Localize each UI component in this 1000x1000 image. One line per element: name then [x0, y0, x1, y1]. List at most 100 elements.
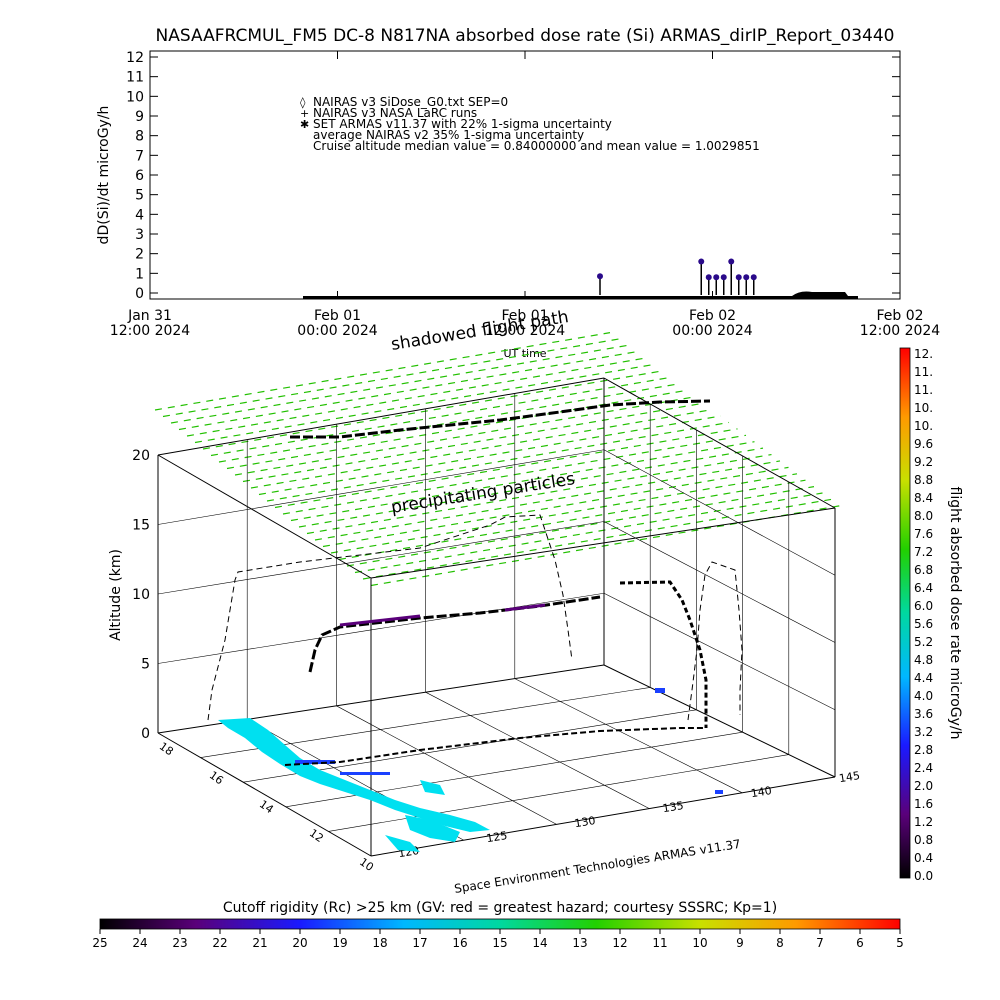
x-tick-label-time: 12:00 2024 — [110, 323, 191, 339]
colorbar-tick-label: 3.6 — [914, 707, 933, 721]
rigidity-tick-label: 15 — [492, 936, 507, 950]
legend-entry: NAIRAS v3 SiDose_G0.txt SEP=0 — [313, 95, 508, 109]
colorbar-tick-label: 0.8 — [914, 833, 933, 847]
rigidity-tick-label: 12 — [612, 936, 627, 950]
x-tick-label-date: Feb 01 — [314, 308, 361, 324]
precipitating-particles-label: precipitating particles — [390, 469, 577, 518]
particle-row — [314, 460, 781, 541]
armas-point — [750, 274, 757, 281]
y-tick-label: 4 — [135, 207, 144, 223]
y-tick-label: 12 — [126, 50, 144, 66]
altitude-axis-label: Altitude (km) — [108, 549, 124, 641]
colorbar-tick-label: 5.2 — [914, 635, 933, 649]
legend-entry: Cruise altitude median value = 0.8400000… — [313, 139, 760, 153]
colorbar-tick-label: 9.6 — [914, 437, 933, 451]
y-tick-label: 10 — [126, 89, 144, 105]
particle-row — [298, 447, 764, 528]
rigidity-tick-label: 25 — [92, 936, 107, 950]
latitude-tick-label: 14 — [257, 798, 276, 817]
particle-row — [266, 421, 730, 502]
y-tick-label: 1 — [135, 266, 144, 282]
dose-colorbar: 0.0 0.4 0.8 1.2 1.6 2.0 2.4 2.8 3.2 3.6 4.0 4.4 4.8 5… — [899, 347, 963, 883]
altitude-flight-track — [290, 399, 711, 728]
legend: ◊ NAIRAS v3 SiDose_G0.txt SEP=0 + NAIRAS v3… — [300, 95, 760, 153]
armas-series — [597, 258, 757, 295]
legend-entry: average NAIRAS v2 35% 1-sigma uncertaint… — [313, 128, 584, 142]
rigidity-tick-label: 19 — [332, 936, 347, 950]
x-tick-label-date: Feb 01 — [501, 308, 548, 324]
ground-dose-patches — [218, 718, 490, 852]
y-tick-label: 11 — [126, 70, 144, 86]
altitude-ticks: 0 5 10 15 20 — [132, 448, 150, 742]
y-tick-label: 8 — [135, 129, 144, 145]
figure-title: NASAAFRCMUL_FM5 DC-8 N817NA absorbed dos… — [156, 26, 895, 46]
ground-track-blue — [295, 688, 723, 794]
armas-point — [743, 274, 750, 281]
rigidity-tick-label: 17 — [412, 936, 427, 950]
dose-baseline-series — [303, 296, 858, 299]
colorbar-tick-label: 7.2 — [914, 545, 933, 559]
plot-frame — [149, 50, 901, 300]
shadow-flight-path — [207, 514, 743, 721]
legend-entry: NAIRAS v3 NASA LaRC runs — [313, 106, 477, 120]
armas-point — [735, 274, 742, 281]
colorbar-tick-label: 8.8 — [914, 473, 933, 487]
colorbar-tick-label: 7.6 — [914, 527, 933, 541]
latitude-tick-label: 16 — [207, 769, 226, 788]
rigidity-label: Cutoff rigidity (Rc) >25 km (GV: red = g… — [223, 900, 777, 916]
x-tick-label-date: Feb 02 — [689, 308, 736, 324]
altitude-tick-label: 5 — [141, 657, 150, 673]
colorbar-tick-label: 11. — [914, 383, 933, 397]
longitude-tick-label: 145 — [838, 769, 861, 785]
y-tick-label: 6 — [135, 168, 144, 184]
rigidity-tick-label: 9 — [736, 936, 744, 950]
rigidity-tick-label: 24 — [132, 936, 147, 950]
rigidity-tick-label: 6 — [856, 936, 864, 950]
rigidity-tick-label: 11 — [652, 936, 667, 950]
y-axis-label: dD(Si)/dt microGy/h — [96, 106, 112, 245]
rigidity-tick-label: 14 — [532, 936, 547, 950]
altitude-tick-label: 10 — [132, 587, 150, 603]
colorbar-tick-label: 2.8 — [914, 743, 933, 757]
rigidity-gradient — [99, 918, 901, 930]
colorbar-tick-label: 6.0 — [914, 599, 933, 613]
longitude-tick-label: 135 — [662, 799, 685, 815]
rigidity-tick-label: 10 — [692, 936, 707, 950]
rigidity-tick-label: 7 — [816, 936, 824, 950]
latitude-tick-label: 10 — [357, 855, 376, 874]
armas-point — [597, 273, 603, 280]
particle-row — [154, 332, 611, 411]
x-tick-label-time: 12:00 2024 — [485, 323, 566, 339]
rigidity-tick-label: 5 — [896, 936, 904, 950]
latitude-tick-label: 12 — [307, 826, 326, 845]
credit-label: Space Environment Technologies ARMAS v11… — [453, 837, 741, 896]
latitude-ticks: 10 12 14 16 18 — [157, 740, 376, 874]
rigidity-tick-label: 13 — [572, 936, 587, 950]
altitude-tick-label: 15 — [132, 518, 150, 534]
particle-row — [322, 466, 789, 548]
particle-row — [178, 351, 636, 431]
legend-entry: SET ARMAS v11.37 with 22% 1-sigma uncert… — [313, 117, 612, 131]
particle-row — [354, 492, 823, 574]
armas-point — [720, 274, 727, 281]
colorbar-tick-label: 1.6 — [914, 797, 933, 811]
rigidity-ticks: 25 24 23 22 21 20 19 18 17 16 15 14 13 12 11 10 9 8 7 6 5 — [92, 929, 904, 950]
colorbar-tick-label: 12. — [914, 347, 933, 361]
colorbar-tick-label: 11. — [914, 365, 933, 379]
armas-point — [728, 258, 735, 265]
colorbar-tick-label: 8.4 — [914, 491, 933, 505]
particle-row — [330, 473, 798, 554]
x-tick-label-time: 00:00 2024 — [672, 323, 753, 339]
rigidity-tick-label: 8 — [776, 936, 784, 950]
altitude-tick-label: 20 — [132, 448, 150, 464]
x-tick-label-date: Feb 02 — [876, 308, 923, 324]
colorbar-tick-label: 4.8 — [914, 653, 933, 667]
ground-track-black — [284, 727, 705, 766]
rigidity-tick-label: 23 — [172, 936, 187, 950]
colorbar-tick-label: 9.2 — [914, 455, 933, 469]
